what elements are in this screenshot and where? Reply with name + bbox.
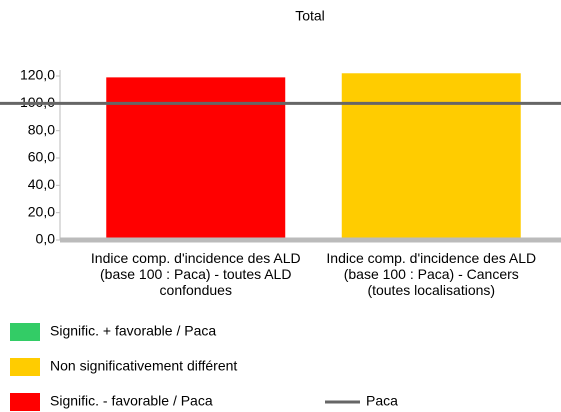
legend-label: Signific. + favorable / Paca bbox=[50, 323, 216, 339]
x-tick-label: Indice comp. d'incidence des ALD (base 1… bbox=[326, 250, 537, 298]
y-tick-label: 120,0 bbox=[20, 67, 55, 83]
legend-swatch bbox=[10, 358, 40, 376]
y-tick-label: 20,0 bbox=[28, 203, 55, 219]
bar bbox=[341, 73, 521, 241]
y-tick-label: 0,0 bbox=[36, 231, 56, 247]
y-tick-label: 40,0 bbox=[28, 176, 55, 192]
bar bbox=[106, 77, 286, 240]
legend-label: Non significativement différent bbox=[50, 358, 237, 374]
legend-swatch bbox=[10, 323, 40, 341]
legend-swatch bbox=[10, 393, 40, 411]
y-tick-label: 60,0 bbox=[28, 149, 55, 165]
legend-label: Signific. - favorable / Paca bbox=[50, 393, 213, 409]
legend-label: Paca bbox=[366, 393, 398, 409]
chart-subtitle: Total bbox=[295, 8, 325, 24]
y-tick-label: 80,0 bbox=[28, 121, 55, 137]
x-tick-label: Indice comp. d'incidence des ALD (base 1… bbox=[90, 250, 301, 298]
